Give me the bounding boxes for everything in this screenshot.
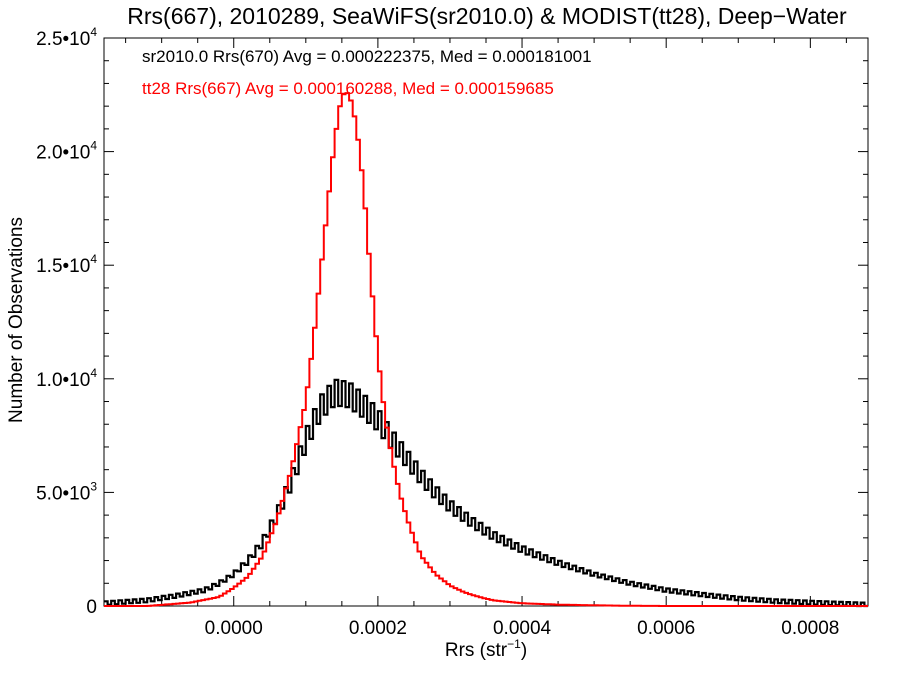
y-tick-exponent: 4 — [90, 139, 97, 153]
chart-title: Rrs(667), 2010289, SeaWiFS(sr2010.0) & M… — [127, 3, 847, 29]
y-tick-label: 0 — [86, 597, 97, 618]
y-tick-exponent: 4 — [90, 25, 97, 39]
annotation-tt28: tt28 Rrs(667) Avg = 0.000160288, Med = 0… — [142, 79, 554, 98]
x-tick-label: 0.0008 — [781, 618, 839, 639]
annotation-sr2010: sr2010.0 Rrs(670) Avg = 0.000222375, Med… — [142, 47, 592, 66]
y-tick-mantissa: 5.0•10 — [36, 483, 90, 504]
plot-area — [103, 37, 869, 607]
y-tick-label: 2.0•104 — [36, 139, 97, 164]
x-tick-label: 0.0004 — [493, 618, 552, 639]
x-axis-title-main: Rrs (str — [445, 640, 508, 661]
x-tick-label: 0.0000 — [205, 618, 263, 639]
series-tt28 — [104, 92, 868, 607]
x-axis-title: Rrs (str−1) — [445, 637, 527, 661]
y-tick-label: 2.5•104 — [36, 25, 97, 50]
y-axis-title: Number of Observations — [6, 217, 27, 423]
x-axis: 0.0000 0.0002 0.0004 0.0006 0.0008 — [125, 38, 847, 639]
y-tick-exponent: 3 — [90, 479, 97, 493]
y-tick-exponent: 4 — [90, 366, 97, 380]
x-axis-title-sup: −1 — [507, 637, 521, 651]
x-tick-label: 0.0002 — [349, 618, 407, 639]
series-layer — [104, 92, 868, 608]
y-tick-mantissa: 0 — [86, 597, 97, 618]
series-sr2010-0 — [104, 378, 868, 608]
y-tick-mantissa: 2.0•10 — [36, 143, 90, 164]
y-tick-exponent: 4 — [90, 252, 97, 266]
y-tick-label: 1.5•104 — [36, 252, 97, 277]
x-axis-title-end: ) — [521, 640, 527, 661]
y-tick-mantissa: 1.5•10 — [36, 256, 90, 277]
y-tick-mantissa: 1.0•10 — [36, 370, 90, 391]
x-tick-label: 0.0006 — [637, 618, 695, 639]
y-tick-label: 5.0•103 — [36, 479, 97, 504]
y-tick-label: 1.0•104 — [36, 366, 97, 391]
y-tick-mantissa: 2.5•10 — [36, 29, 90, 50]
